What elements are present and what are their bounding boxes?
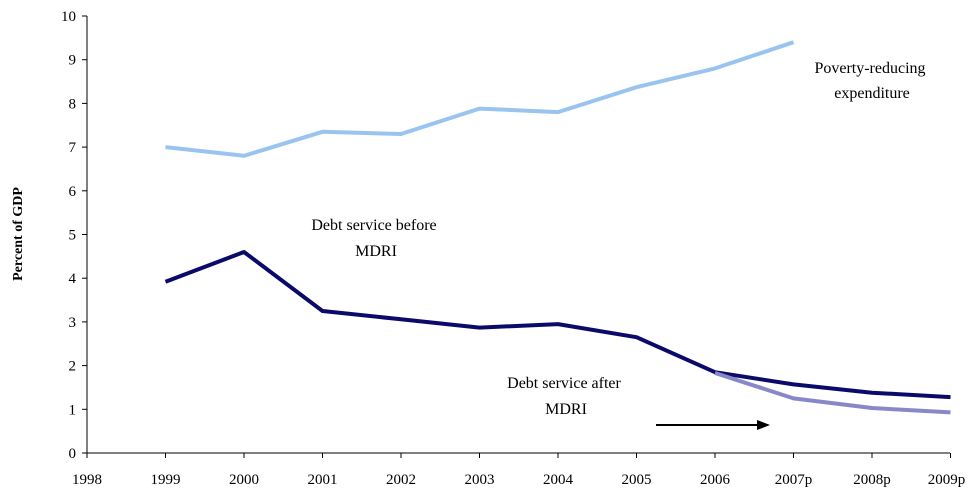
x-tick-label: 2004 <box>543 472 574 488</box>
y-tick-label: 4 <box>69 271 77 287</box>
y-ticks: 0 1 2 3 4 5 6 7 8 9 10 <box>61 9 87 462</box>
x-ticks: 1998 1999 2000 2001 2002 2003 2004 2005 2006 2007… <box>72 453 965 488</box>
y-tick-label: 6 <box>69 184 77 200</box>
series-lines <box>164 40 951 415</box>
x-tick-label: 2008p <box>853 472 891 488</box>
y-tick-label: 7 <box>69 140 77 156</box>
x-tick-label: 1999 <box>151 472 181 488</box>
y-tick-label: 0 <box>69 446 77 462</box>
x-tick-label: 2006 <box>700 472 731 488</box>
x-tick-label: 2005 <box>622 472 652 488</box>
y-tick-label: 9 <box>69 53 77 69</box>
x-tick-label: 1998 <box>72 472 102 488</box>
arrow-head <box>757 420 770 430</box>
annotation-arrow <box>656 420 770 430</box>
annotation-debt-service-after-mdri: Debt service after MDRI <box>507 375 625 418</box>
x-tick-label: 2000 <box>229 472 259 488</box>
x-tick-label: 2009p <box>928 472 966 488</box>
y-tick-label: 5 <box>69 228 77 244</box>
x-tick-label: 2007p <box>775 472 813 488</box>
y-tick-label: 1 <box>69 402 77 418</box>
x-tick-label: 2003 <box>465 472 495 488</box>
annotation-poverty-reducing-expenditure: Poverty-reducing expenditure <box>814 60 929 102</box>
x-tick-label: 2002 <box>386 472 416 488</box>
y-axis-label: Percent of GDP <box>11 187 26 281</box>
series-line-debt-service-after-mdri <box>714 371 951 415</box>
series-line-debt-service-before-mdri <box>164 250 951 400</box>
y-tick-label: 8 <box>69 96 77 112</box>
annotation-debt-service-before-mdri: Debt service before MDRI <box>311 217 440 260</box>
y-tick-label: 3 <box>69 315 77 331</box>
y-tick-label: 2 <box>69 359 77 375</box>
y-tick-label: 10 <box>61 9 76 25</box>
series-line-poverty-reducing-expenditure <box>165 40 795 158</box>
x-tick-label: 2001 <box>308 472 338 488</box>
